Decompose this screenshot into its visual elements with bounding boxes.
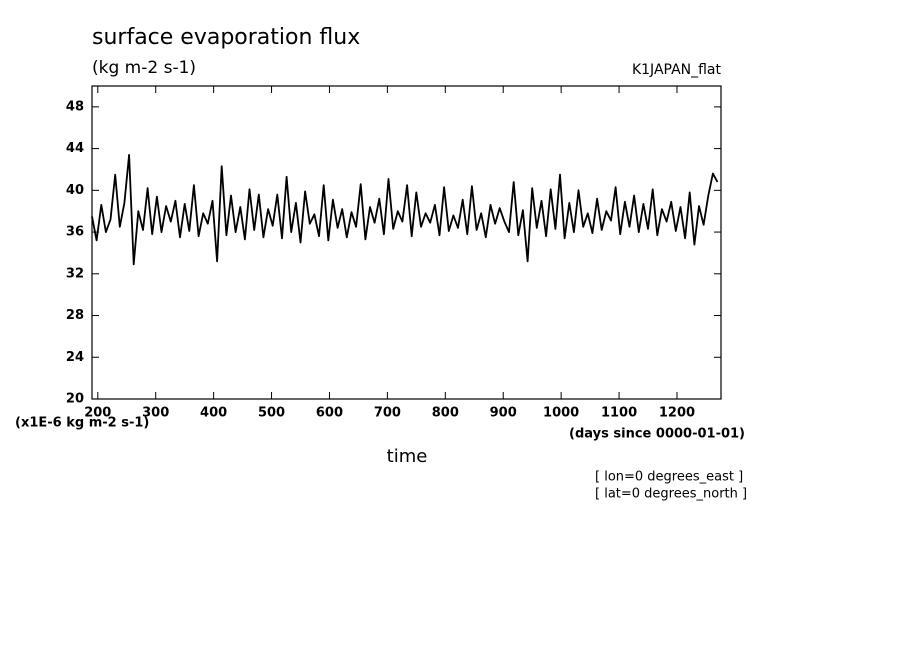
x-tick-label: 900 [490, 406, 517, 421]
y-tick-label: 40 [66, 183, 84, 198]
y-tick-label: 28 [66, 308, 84, 323]
data-line [91, 154, 719, 266]
x-tick-label: 600 [316, 406, 343, 421]
x-tick-label: 500 [258, 406, 285, 421]
x-tick-label: 1100 [601, 406, 637, 421]
x-axis-label: time [387, 446, 428, 467]
plot-frame [91, 85, 722, 400]
x-tick-label: 400 [200, 406, 227, 421]
y-tick-label: 44 [66, 141, 84, 156]
x-tick-label: 200 [84, 406, 111, 421]
x-tick-label: 1000 [543, 406, 579, 421]
y-tick-label: 48 [66, 99, 84, 114]
y-tick-label: 20 [66, 392, 84, 407]
x-tick-label: 700 [374, 406, 401, 421]
x-tick-label: 300 [142, 406, 169, 421]
note: [ lat=0 degrees_north ] [595, 487, 747, 502]
note: [ lon=0 degrees_east ] [595, 470, 743, 485]
chart-title: surface evaporation flux [92, 25, 360, 50]
y-tick-label: 32 [66, 266, 84, 281]
y-unit: (x1E-6 kg m-2 s-1) [15, 416, 149, 431]
y-tick-label: 24 [66, 350, 84, 365]
chart-subtitle: (kg m-2 s-1) [92, 58, 196, 78]
x-tick-label: 1200 [659, 406, 695, 421]
x-tick-label: 800 [432, 406, 459, 421]
x-unit: (days since 0000-01-01) [569, 427, 745, 442]
y-tick-label: 36 [66, 225, 84, 240]
dataset-name: K1JAPAN_flat [632, 62, 722, 78]
